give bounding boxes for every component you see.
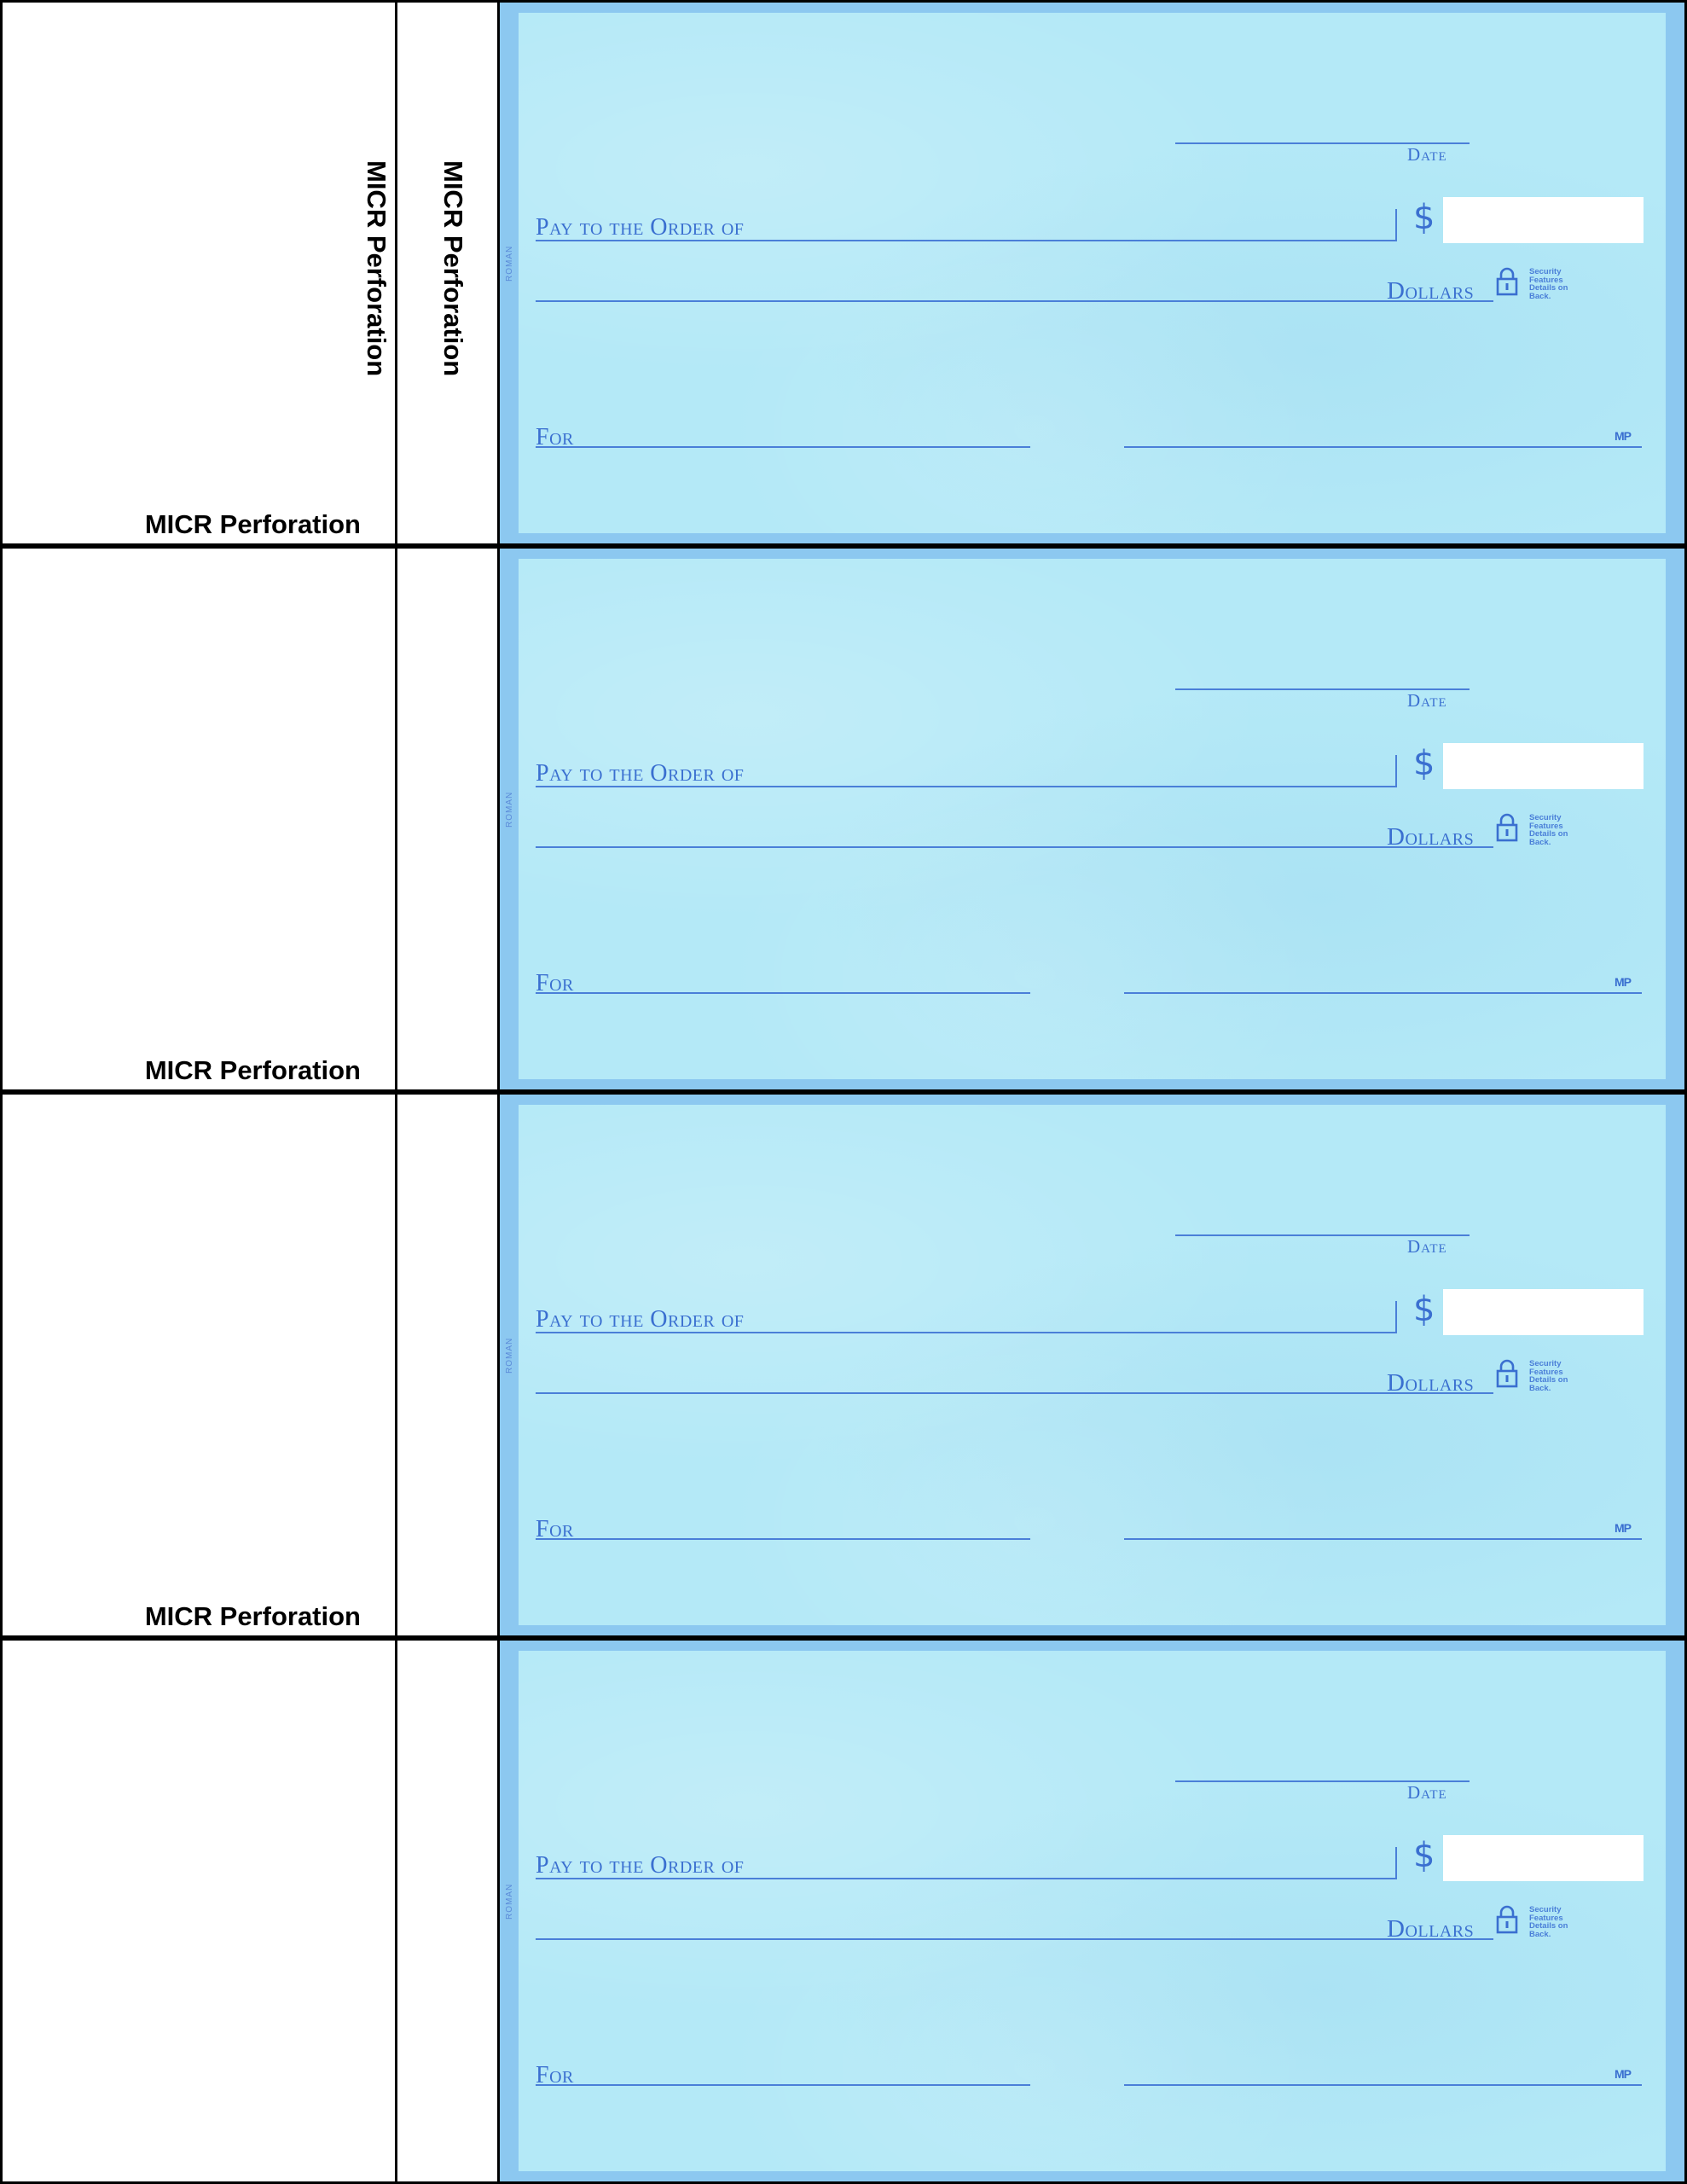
printer-mark: MP bbox=[1615, 429, 1632, 443]
check: ROMAN Date Pay to the Order of $ Dollars… bbox=[497, 1638, 1687, 2184]
lock-icon bbox=[1496, 267, 1518, 296]
lock-icon bbox=[1496, 1905, 1518, 1934]
pay-to-label: Pay to the Order of bbox=[536, 214, 745, 241]
dollar-sign: $ bbox=[1413, 1836, 1435, 1875]
payee-line[interactable] bbox=[536, 1332, 1397, 1333]
amount-box[interactable] bbox=[1443, 743, 1644, 789]
check: ROMAN Date Pay to the Order of $ Dollars… bbox=[497, 1092, 1687, 1638]
amount-words-line[interactable] bbox=[536, 1938, 1493, 1940]
roman-side-text: ROMAN bbox=[505, 791, 514, 828]
printer-mark: MP bbox=[1615, 975, 1632, 989]
dollar-sign: $ bbox=[1413, 198, 1435, 237]
dollar-sign: $ bbox=[1413, 744, 1435, 783]
micr-perforation-vertical-label: MICR Perforation bbox=[438, 160, 468, 377]
check-paper: ROMAN Date Pay to the Order of $ Dollars… bbox=[505, 1651, 1666, 2171]
lock-icon bbox=[1496, 1359, 1518, 1388]
payee-line[interactable] bbox=[536, 240, 1397, 241]
roman-side-text: ROMAN bbox=[505, 1883, 514, 1920]
payee-line-end bbox=[1395, 209, 1397, 241]
for-label: For bbox=[536, 970, 574, 996]
dollars-label: Dollars bbox=[1387, 823, 1475, 851]
date-line[interactable] bbox=[1175, 142, 1470, 144]
security-note: Security Features Details on Back. bbox=[1529, 1359, 1568, 1393]
date-label: Date bbox=[1407, 690, 1447, 711]
middle-stub: MICR Perforation bbox=[395, 0, 500, 546]
printer-mark: MP bbox=[1615, 2067, 1632, 2081]
left-stub: MICR Perforation bbox=[0, 546, 397, 1092]
for-label: For bbox=[536, 424, 574, 450]
for-label: For bbox=[536, 2062, 574, 2088]
date-line[interactable] bbox=[1175, 1780, 1470, 1782]
amount-box[interactable] bbox=[1443, 1289, 1644, 1335]
check: ROMAN Date Pay to the Order of $ Dollars… bbox=[497, 546, 1687, 1092]
dollars-label: Dollars bbox=[1387, 277, 1475, 305]
check-paper: ROMAN Date Pay to the Order of $ Dollars… bbox=[505, 559, 1666, 1079]
date-line[interactable] bbox=[1175, 1234, 1470, 1236]
middle-stub bbox=[395, 1092, 500, 1638]
check-row: MICR Perforation ROMAN Date Pay to the O… bbox=[0, 1092, 1687, 1638]
payee-line-end bbox=[1395, 1301, 1397, 1333]
date-line[interactable] bbox=[1175, 688, 1470, 690]
check-paper: ROMAN Date Pay to the Order of $ Dollars… bbox=[505, 13, 1666, 533]
check-row: ROMAN Date Pay to the Order of $ Dollars… bbox=[0, 1638, 1687, 2184]
dollars-label: Dollars bbox=[1387, 1369, 1475, 1397]
amount-words-line[interactable] bbox=[536, 846, 1493, 848]
amount-words-line[interactable] bbox=[536, 1392, 1493, 1394]
payee-line-end bbox=[1395, 1847, 1397, 1879]
check: ROMAN Date Pay to the Order of $ Dollars… bbox=[497, 0, 1687, 546]
pay-to-label: Pay to the Order of bbox=[536, 760, 745, 787]
lock-icon bbox=[1496, 813, 1518, 842]
amount-box[interactable] bbox=[1443, 197, 1644, 243]
signature-line[interactable] bbox=[1124, 446, 1642, 448]
signature-line[interactable] bbox=[1124, 1538, 1642, 1540]
for-label: For bbox=[536, 1516, 574, 1542]
dollar-sign: $ bbox=[1413, 1290, 1435, 1329]
security-note: Security Features Details on Back. bbox=[1529, 1905, 1568, 1939]
pay-to-label: Pay to the Order of bbox=[536, 1306, 745, 1333]
security-note: Security Features Details on Back. bbox=[1529, 813, 1568, 847]
signature-line[interactable] bbox=[1124, 992, 1642, 994]
micr-perforation-label: MICR Perforation bbox=[144, 1055, 361, 1085]
middle-stub bbox=[395, 1638, 500, 2184]
date-label: Date bbox=[1407, 1782, 1447, 1803]
memo-line[interactable] bbox=[536, 2084, 1030, 2086]
security-note: Security Features Details on Back. bbox=[1529, 267, 1568, 301]
memo-line[interactable] bbox=[536, 992, 1030, 994]
amount-words-line[interactable] bbox=[536, 300, 1493, 302]
roman-side-text: ROMAN bbox=[505, 1337, 514, 1374]
memo-line[interactable] bbox=[536, 446, 1030, 448]
date-label: Date bbox=[1407, 1236, 1447, 1257]
amount-box[interactable] bbox=[1443, 1835, 1644, 1881]
check-paper: ROMAN Date Pay to the Order of $ Dollars… bbox=[505, 1105, 1666, 1625]
date-label: Date bbox=[1407, 144, 1447, 165]
check-row: MICR Perforation ROMAN Date Pay to the O… bbox=[0, 546, 1687, 1092]
signature-line[interactable] bbox=[1124, 2084, 1642, 2086]
pay-to-label: Pay to the Order of bbox=[536, 1852, 745, 1879]
left-stub bbox=[0, 1638, 397, 2184]
left-stub: MICR Perforation bbox=[0, 1092, 397, 1638]
micr-perforation-label: MICR Perforation bbox=[144, 509, 361, 539]
left-stub: MICR Perforation MICR Perforation bbox=[0, 0, 397, 546]
micr-perforation-label: MICR Perforation bbox=[144, 1601, 361, 1631]
dollars-label: Dollars bbox=[1387, 1915, 1475, 1943]
roman-side-text: ROMAN bbox=[505, 245, 514, 282]
memo-line[interactable] bbox=[536, 1538, 1030, 1540]
printer-mark: MP bbox=[1615, 1521, 1632, 1535]
micr-perforation-vertical-label: MICR Perforation bbox=[362, 160, 391, 377]
middle-stub bbox=[395, 546, 500, 1092]
payee-line[interactable] bbox=[536, 786, 1397, 787]
check-row: MICR Perforation MICR Perforation MICR P… bbox=[0, 0, 1687, 546]
payee-line-end bbox=[1395, 755, 1397, 787]
payee-line[interactable] bbox=[536, 1878, 1397, 1879]
